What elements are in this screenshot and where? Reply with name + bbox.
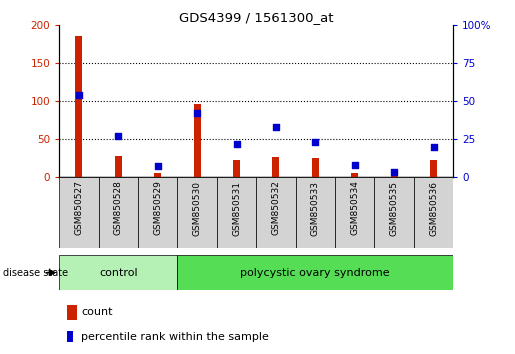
Point [114,133,123,139]
Bar [374,177,414,248]
Bar [390,175,398,177]
Text: GSM850533: GSM850533 [311,181,320,235]
Text: percentile rank within the sample: percentile rank within the sample [81,331,269,342]
Bar [430,160,437,177]
Point [390,170,398,175]
Text: GSM850529: GSM850529 [153,181,162,235]
Point [311,139,319,145]
Bar [75,36,82,177]
Text: GSM850534: GSM850534 [350,181,359,235]
Bar [351,173,358,177]
Bar [335,177,374,248]
Bar [67,305,77,320]
Title: GDS4399 / 1561300_at: GDS4399 / 1561300_at [179,11,334,24]
Bar [59,177,99,248]
Bar [115,156,122,177]
Text: GSM850535: GSM850535 [390,181,399,235]
Text: GSM850536: GSM850536 [429,181,438,235]
Point [272,124,280,130]
Bar [233,160,240,177]
Bar [154,173,161,177]
Bar [312,158,319,177]
Text: polycystic ovary syndrome: polycystic ovary syndrome [241,268,390,278]
Bar [59,255,177,290]
Bar [217,177,256,248]
Point [153,164,162,169]
Bar [67,331,73,342]
Bar [138,177,177,248]
Bar [177,255,453,290]
Bar [177,177,217,248]
Bar [194,104,201,177]
Bar [296,177,335,248]
Bar [256,177,296,248]
Text: GSM850528: GSM850528 [114,181,123,235]
Text: GSM850531: GSM850531 [232,181,241,235]
Point [193,110,201,116]
Text: disease state: disease state [3,268,67,278]
Point [232,141,241,146]
Bar [99,177,138,248]
Text: count: count [81,307,112,317]
Text: control: control [99,268,138,278]
Text: GSM850527: GSM850527 [75,181,83,235]
Bar [414,177,453,248]
Point [351,162,359,168]
Point [75,92,83,98]
Bar [272,157,280,177]
Text: GSM850532: GSM850532 [271,181,280,235]
Text: GSM850530: GSM850530 [193,181,201,235]
Point [430,144,438,149]
